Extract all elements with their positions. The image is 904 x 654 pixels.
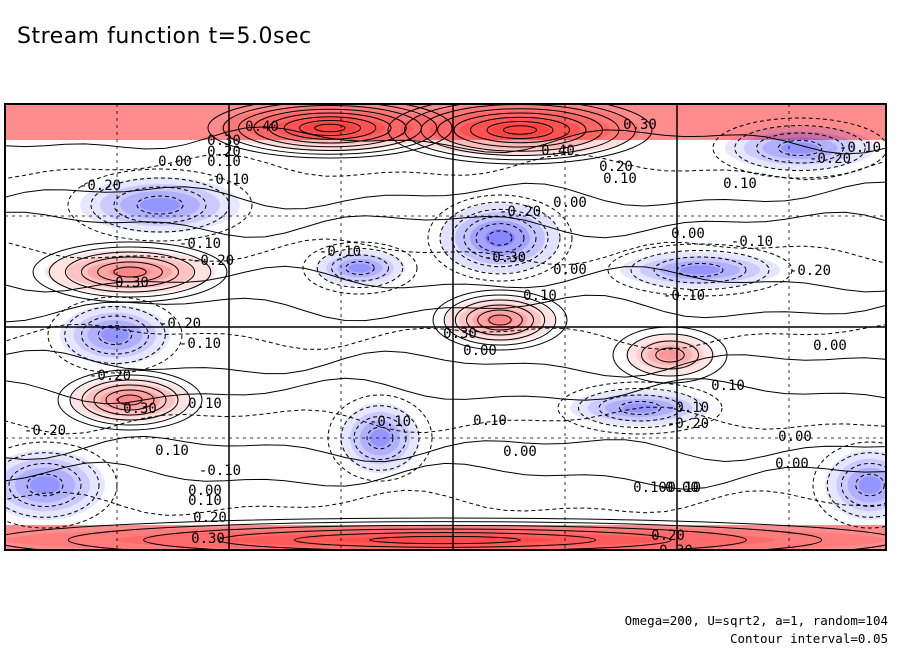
zonal-contour-line [5, 461, 886, 490]
contour-label: 0.00 [665, 480, 699, 496]
zonal-contour-line [5, 294, 886, 323]
contour-label: -0.20 [809, 151, 851, 167]
contour-label: 0.00 [778, 429, 812, 445]
contour-label: -0.30 [484, 250, 526, 266]
contour-label: 0.00 [503, 444, 537, 460]
zonal-contour-line [5, 211, 886, 239]
contour-label: -0.20 [192, 253, 234, 269]
contour-label: 0.00 [188, 483, 222, 499]
contour-label: -0.10 [319, 244, 361, 260]
zonal-contour-line [5, 489, 886, 516]
zonal-contour-line [5, 349, 886, 378]
chart-title: Stream function t=5.0sec [17, 24, 312, 49]
contour-label: 0.30 [659, 543, 693, 559]
field-blob-negative [620, 252, 780, 288]
contour-label: -0.10 [663, 288, 705, 304]
contour-label: 0.10 [207, 154, 241, 170]
contour-label: 0.30 [115, 275, 149, 291]
plot-frame [4, 103, 887, 551]
contour-label: 0.10 [188, 493, 222, 509]
zonal-contour-line [5, 126, 886, 155]
contour-label: -0.20 [79, 178, 121, 194]
contour-label: 0.30 [207, 133, 241, 149]
contour-label: -0.10 [731, 234, 773, 250]
contour-label: -0.20 [89, 368, 131, 384]
contour-label: 0.30 [623, 117, 657, 133]
contour-label: 0.20 [651, 528, 685, 544]
parameters-note: Omega=200, U=sqrt2, a=1, random=104 [624, 613, 888, 628]
contour-label: 0.10 [473, 413, 507, 429]
field-blob-positive [5, 526, 885, 550]
contour-label: 0.10 [633, 480, 667, 496]
field-blob-negative [60, 305, 170, 365]
zonal-contour-line [5, 323, 886, 351]
top-positive-band [5, 104, 886, 140]
contour-label: -0.20 [159, 316, 201, 332]
contour-set-negative [427, 194, 573, 282]
contour-label-layer: 0.400.300.200.100.00-0.100.400.300.200.1… [24, 117, 881, 559]
contour-label: -0.10 [179, 236, 221, 252]
zonal-contour-line [5, 153, 886, 181]
contour-label: 0.10 [523, 288, 557, 304]
contour-set-negative [47, 296, 183, 374]
contour-label: 0.10 [711, 378, 745, 394]
field-blob-positive [625, 335, 715, 375]
contour-label: 0.40 [541, 143, 575, 159]
field-layer [5, 104, 886, 550]
field-blob-positive [70, 378, 190, 422]
contour-label: -0.20 [24, 423, 66, 439]
contour-label: 0.30 [443, 326, 477, 342]
contour-label: -0.10 [199, 463, 241, 479]
contour-label: 0.10 [603, 171, 637, 187]
field-blob-negative [5, 450, 105, 520]
contour-set-negative [5, 441, 118, 529]
contour-label: -0.10 [667, 400, 709, 416]
contour-set-negative [557, 381, 723, 435]
contour-label: -0.10 [207, 172, 249, 188]
contour-label: -0.10 [659, 480, 701, 496]
contour-set-negative [712, 117, 886, 179]
contour-set-negative [812, 441, 886, 529]
zonal-contour-line [5, 435, 886, 463]
contour-label: 0.00 [553, 195, 587, 211]
contour-layer [5, 104, 886, 550]
contour-label: -0.10 [369, 414, 411, 430]
contour-label: 0.30 [191, 531, 225, 547]
contour-label: 0.10 [723, 176, 757, 192]
grid-layer [5, 104, 886, 550]
field-blob-negative [440, 203, 560, 273]
contour-label: 0.10 [155, 443, 189, 459]
zonal-contour-line [5, 406, 886, 435]
contour-label: 0.00 [463, 343, 497, 359]
contour-set-positive [432, 289, 568, 351]
zonal-contour-line [5, 238, 886, 266]
zonal-contour-line [5, 377, 886, 405]
contour-label: 0.10 [188, 396, 222, 412]
field-blob-negative [725, 126, 875, 170]
field-blob-positive [45, 250, 215, 294]
contour-label: -0.10 [839, 140, 881, 156]
contour-label: -0.20 [667, 416, 709, 432]
contour-label: 0.20 [599, 159, 633, 175]
zonal-contour-line [5, 265, 886, 293]
contour-label: 0.00 [158, 154, 192, 170]
field-blob-positive [220, 106, 440, 150]
field-blob-negative [340, 403, 420, 473]
contour-label: -0.10 [179, 336, 221, 352]
contour-label: -0.20 [499, 204, 541, 220]
field-blob-negative [80, 177, 240, 233]
contour-label: 0.00 [775, 456, 809, 472]
contour-label: 0.20 [193, 510, 227, 526]
zonal-contour-line [5, 181, 886, 210]
contour-interval-note: Contour interval=0.05 [729, 631, 888, 646]
contour-label: 0.00 [813, 338, 847, 354]
contour-set-positive [5, 517, 886, 550]
contour-label: 0.30 [123, 401, 157, 417]
contour-label: 0.20 [207, 144, 241, 160]
contour-label: 0.00 [553, 262, 587, 278]
contour-label: -0.20 [789, 263, 831, 279]
contour-label: 0.00 [671, 226, 705, 242]
contour-label: 0.40 [245, 119, 279, 135]
